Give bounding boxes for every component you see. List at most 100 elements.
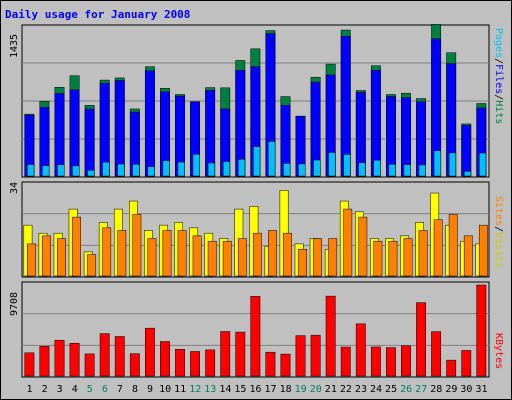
x-tick-label: 22 [340,384,352,395]
x-tick-label: 16 [249,384,261,395]
kbytes-bar [265,351,276,377]
sites-bar [117,230,127,277]
x-tick-label: 17 [265,384,277,395]
pages-bar [388,163,396,177]
pages-bar [27,164,35,177]
pages-bar [283,163,291,177]
pages-bar [373,159,381,177]
kbytes-bar [446,359,457,377]
pages-bar [42,165,50,177]
pages-bar [418,164,426,177]
x-axis-labels: 1 2 3 4 5 6 7 8 9 10 11 12 13 14 15 16 17 18 19 20 21 22 23 24 2… [27,384,488,395]
pages-bar [162,160,170,177]
kbytes-bar [39,345,50,377]
middle-max-label: 34 [9,182,20,194]
legend-sep-3: / [493,226,504,232]
x-tick-label: 6 [102,384,108,395]
legend-pages: Pages [493,28,504,58]
kbytes-bar [340,346,351,377]
pages-bar [207,162,216,177]
x-tick-label: 12 [189,384,201,395]
kbytes-bar [250,296,261,377]
x-tick-label: 10 [159,384,171,395]
sites-bar [147,238,157,277]
x-tick-label: 9 [147,384,153,395]
x-tick-label: 27 [415,384,427,395]
x-tick-label: 15 [234,384,246,395]
legend-sites: Sites [493,196,504,226]
sites-bar [87,254,97,277]
sites-bar [177,230,187,277]
legend-files: Files [493,64,504,94]
sites-bar [268,230,277,277]
pages-bar [177,161,185,177]
sites-bar [298,248,307,277]
kbytes-bar [476,284,487,377]
kbytes-bar [160,341,170,377]
pages-bar [328,152,336,177]
pages-bar [102,161,110,177]
pages-bar [72,165,80,177]
files-bar [401,97,411,177]
pages-bar [132,164,140,177]
sites-bar [27,243,36,277]
pages-bar [463,171,472,177]
sites-bar [237,238,247,277]
sites-bar [358,216,368,277]
x-tick-label: 26 [400,384,412,395]
sites-bar [207,240,217,277]
sites-bar [343,208,353,277]
legend-hits: Hits [493,100,504,124]
x-tick-label: 25 [385,384,397,395]
files-bar [461,125,472,177]
kbytes-bar [129,353,140,377]
kbytes-bar [431,331,442,377]
kbytes-bar [386,347,396,377]
chart-title: Daily usage for January 2008 [5,8,190,21]
x-tick-label: 24 [370,384,382,395]
top-max-label: 1435 [9,34,20,58]
sites-bar [102,227,112,277]
pages-bar [358,162,366,177]
kbytes-bar [280,353,291,377]
kbytes-bar [295,335,306,377]
kbytes-bar [461,350,472,377]
sites-bar [57,238,66,277]
sites-bar [42,235,51,277]
sites-bar [388,240,398,277]
kbytes-bar [99,333,110,377]
legend-visits: Visits [493,232,504,268]
sites-bar [373,240,383,277]
kbytes-bar [84,353,95,377]
pages-bar [313,159,321,177]
sites-bar [433,219,443,277]
x-tick-label: 23 [355,384,367,395]
pages-bar [57,164,65,177]
pages-bar [252,146,261,177]
legend-sep-1: / [493,58,504,64]
sites-bar [328,238,338,277]
x-tick-label: 1 [27,384,33,395]
x-tick-label: 30 [460,384,472,395]
kbytes-bar [54,339,65,377]
kbytes-bar [114,336,125,377]
top-legend: Pages/Files/Hits [493,28,504,124]
pages-bar [192,153,201,177]
kbytes-bar [175,349,185,377]
kbytes-bar [310,334,321,377]
kbytes-bar [190,351,201,377]
sites-bar [283,232,292,277]
sites-bar [418,230,428,277]
kbytes-bar [235,331,246,377]
pages-bar [147,166,155,177]
files-bar [144,70,155,177]
pages-bar [403,164,411,177]
x-tick-label: 29 [445,384,457,395]
pages-bar [343,154,351,177]
x-tick-label: 20 [310,384,322,395]
x-tick-label: 5 [87,384,93,395]
kbytes-bar [69,342,80,377]
pages-bar [478,152,487,177]
